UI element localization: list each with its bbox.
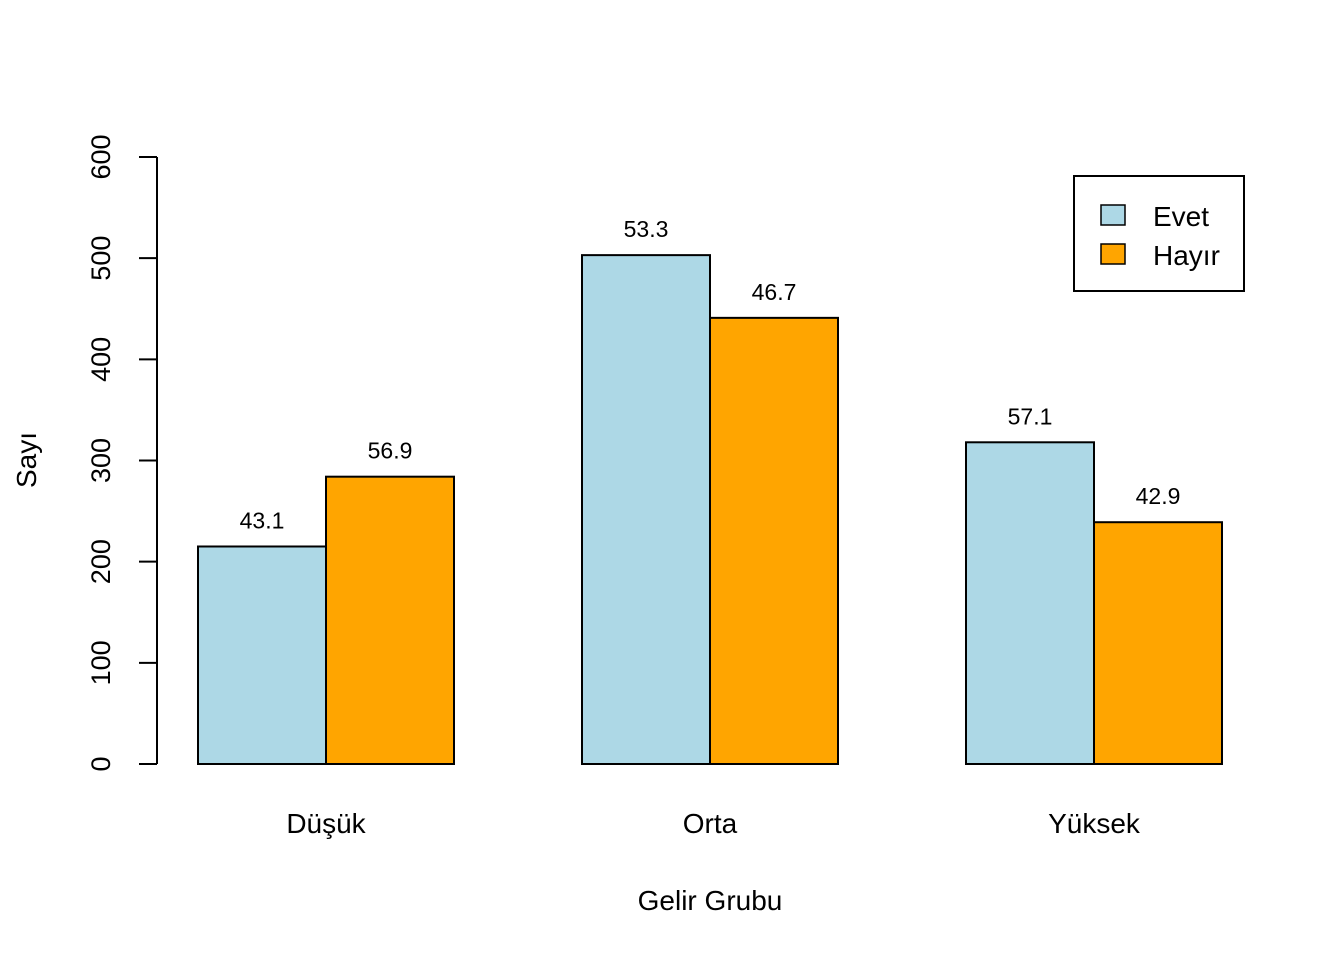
data-label-evet-yüksek: 57.1 <box>1008 403 1053 429</box>
x-axis-label: Gelir Grubu <box>638 885 783 916</box>
bar-hayır-düşük <box>325 475 455 765</box>
y-tick-label-200: 200 <box>86 539 116 584</box>
legend-label-hayir: Hayır <box>1153 240 1220 271</box>
legend-swatch-evet <box>1100 204 1126 226</box>
y-axis-label: Sayı <box>11 432 42 488</box>
y-tick-label-0: 0 <box>86 756 116 771</box>
y-tick-label-100: 100 <box>86 640 116 685</box>
x-tick-label-0: Düşük <box>286 808 366 839</box>
y-tick-label-500: 500 <box>86 236 116 281</box>
bar-evet-düşük <box>197 545 327 765</box>
data-labels: 43.1 56.9 53.3 46.7 57.1 42.9 <box>240 216 1181 533</box>
data-label-hayır-düşük: 56.9 <box>368 438 413 464</box>
data-label-evet-düşük: 43.1 <box>240 507 285 533</box>
x-tick-labels: Düşük Orta Yüksek <box>286 808 1141 839</box>
bar-evet-orta <box>581 254 711 766</box>
y-tick-label-300: 300 <box>86 438 116 483</box>
data-label-evet-orta: 53.3 <box>624 216 669 242</box>
y-tick-label-400: 400 <box>86 337 116 382</box>
y-tick-label-600: 600 <box>86 134 116 179</box>
legend-label-evet: Evet <box>1153 201 1209 232</box>
legend-swatch-hayir <box>1100 243 1126 265</box>
bar-hayır-yüksek <box>1093 521 1223 765</box>
data-label-hayır-orta: 46.7 <box>752 279 797 305</box>
x-tick-label-2: Yüksek <box>1048 808 1141 839</box>
bar-hayır-orta <box>709 316 839 765</box>
x-tick-label-1: Orta <box>683 808 738 839</box>
bar-evet-yüksek <box>965 441 1095 765</box>
bars <box>197 254 1223 766</box>
legend: Evet Hayır <box>1073 175 1245 292</box>
y-axis: 0 100 200 300 400 500 600 <box>86 134 158 772</box>
legend-box <box>1073 175 1245 292</box>
data-label-hayır-yüksek: 42.9 <box>1136 483 1181 509</box>
